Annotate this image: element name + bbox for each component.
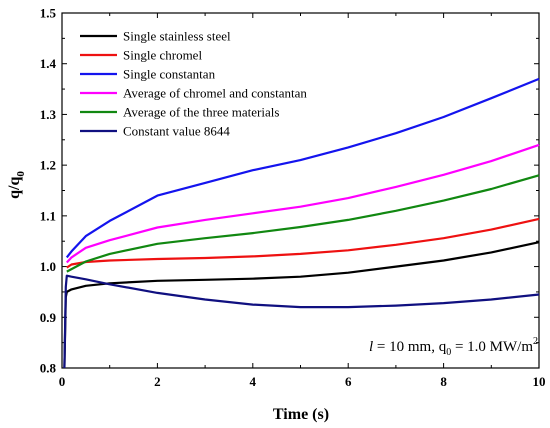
y-tick-label: 0.8: [40, 361, 57, 376]
legend: Single stainless steel Single chromel Sing…: [80, 29, 307, 139]
legend-label-2: Single chromel: [123, 48, 202, 63]
y-tick-label: 1.5: [40, 6, 57, 21]
x-axis-title: Time (s): [273, 406, 329, 423]
x-tick-label: 2: [154, 374, 161, 389]
y-tick-label: 1.0: [40, 259, 56, 274]
legend-label-5: Average of the three materials: [123, 105, 279, 120]
x-axis: 0 2 4 6 8 10: [59, 13, 546, 389]
y-axis: 0.8 0.9 1.0 1.1 1.2 1.3 1.4 1.5: [40, 6, 539, 376]
x-tick-label: 10: [533, 374, 546, 389]
annotation-sub0: 0: [446, 347, 451, 358]
annotation-part2: = 1.0 MW/m: [451, 339, 533, 355]
condition-annotation: l = 10 mm, q0 = 1.0 MW/m2: [369, 336, 538, 358]
y-axis-title: q/q0: [6, 171, 27, 199]
legend-label-3: Single constantan: [123, 67, 216, 82]
x-tick-label: 0: [59, 374, 66, 389]
y-tick-label: 1.4: [40, 56, 57, 71]
series-line-4: [65, 143, 540, 264]
x-tick-label: 6: [345, 374, 352, 389]
legend-label-1: Single stainless steel: [123, 29, 231, 44]
series-lines: [63, 77, 540, 369]
series-line-1: [63, 241, 540, 369]
legend-label-4: Average of chromel and constantan: [123, 86, 307, 101]
y-tick-label: 1.2: [40, 158, 56, 173]
y-axis-title-main: q/q: [6, 177, 23, 199]
y-axis-title-sub: 0: [15, 171, 27, 177]
series-line-6: [63, 274, 540, 369]
y-tick-label: 1.1: [40, 208, 56, 223]
y-tick-label: 1.3: [40, 107, 57, 122]
y-tick-label: 0.9: [40, 310, 57, 325]
annotation-sup2: 2: [533, 336, 538, 347]
x-tick-label: 8: [440, 374, 447, 389]
series-line-5: [66, 174, 540, 273]
series-line-3: [65, 77, 540, 259]
annotation-part1: = 10 mm, q: [373, 339, 447, 355]
annotation-l: l: [369, 339, 373, 355]
legend-label-6: Constant value 8644: [123, 124, 230, 139]
x-tick-label: 4: [250, 374, 257, 389]
